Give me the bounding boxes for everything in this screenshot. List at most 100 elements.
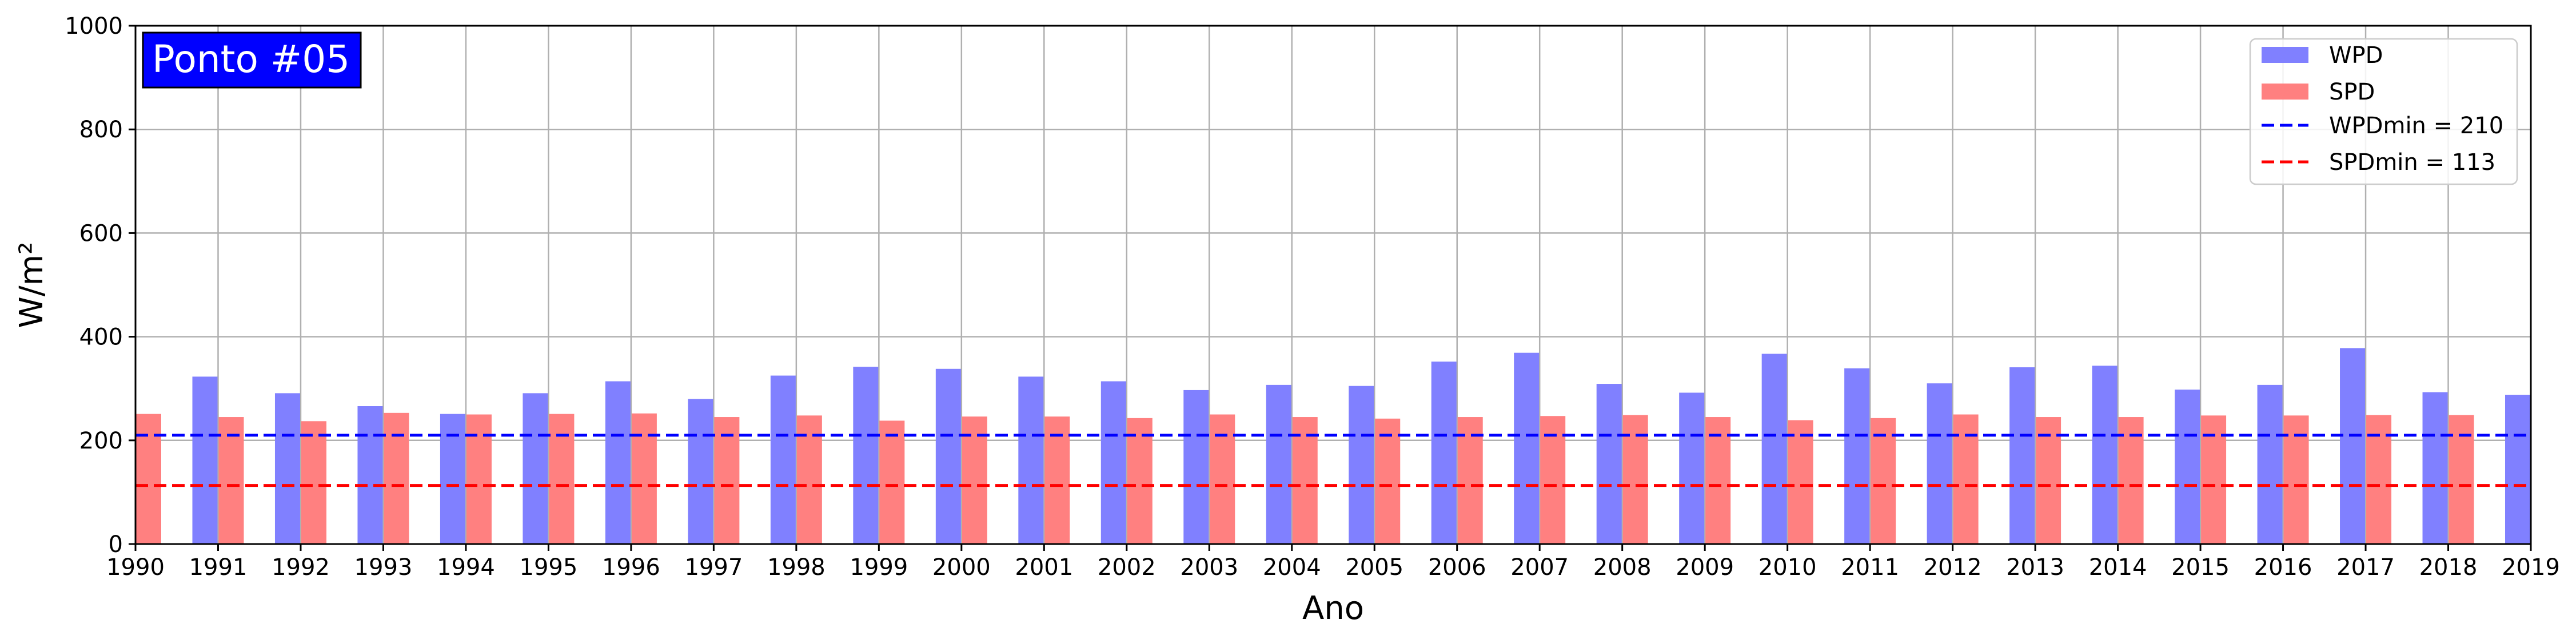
x-tick-label: 1995 (520, 554, 578, 581)
y-tick-label: 400 (79, 324, 123, 351)
x-tick-label: 2018 (2419, 554, 2478, 581)
x-tick-label: 2005 (1345, 554, 1403, 581)
bar-wpd (2092, 366, 2118, 544)
x-tick-label: 1993 (354, 554, 413, 581)
bar-spd (549, 414, 575, 544)
x-tick-label: 1997 (684, 554, 743, 581)
bar-wpd (523, 393, 548, 544)
bar-wpd (2175, 390, 2200, 544)
x-tick-label: 1991 (189, 554, 248, 581)
bar-wpd (1431, 362, 1457, 544)
y-axis-title: W/m² (13, 241, 50, 328)
x-tick-label: 2002 (1098, 554, 1156, 581)
legend-label: SPDmin = 113 (2329, 149, 2495, 176)
bar-wpd (440, 414, 465, 544)
y-tick-label: 0 (109, 531, 123, 558)
bar-spd (218, 417, 244, 544)
legend-label: SPD (2329, 79, 2375, 105)
x-tick-label: 2017 (2336, 554, 2395, 581)
x-tick-label: 1990 (106, 554, 165, 581)
bar-spd (796, 415, 822, 544)
x-tick-label: 2009 (1676, 554, 1734, 581)
legend-box (2249, 38, 2518, 185)
bar-wpd (770, 375, 796, 544)
bar-wpd (1596, 384, 1622, 544)
plot-frame (134, 25, 2532, 545)
bar-wpd (1927, 383, 1952, 544)
bar-spd (1705, 417, 1731, 544)
x-tick-label: 2012 (1924, 554, 1982, 581)
bar-wpd (2009, 367, 2035, 544)
bar-wpd (1100, 381, 1126, 544)
bar-wpd (2505, 395, 2530, 544)
bar-spd (1044, 416, 1070, 544)
bar-wpd (192, 376, 218, 544)
x-tick-label: 2001 (1015, 554, 1073, 581)
y-tick-label: 800 (79, 117, 123, 143)
bar-spd (301, 421, 326, 544)
bar-wpd (274, 393, 300, 544)
bar-wpd (688, 399, 713, 544)
y-tick-label: 200 (79, 428, 123, 454)
bar-wpd (1018, 376, 1044, 544)
bar-wpd (2422, 392, 2448, 544)
x-tick-label: 2007 (1510, 554, 1569, 581)
legend-label: WPDmin = 210 (2329, 113, 2503, 139)
legend-label: WPD (2329, 42, 2383, 69)
bar-spd (136, 414, 161, 544)
bar-spd (2118, 417, 2144, 544)
x-tick-label: 1996 (602, 554, 660, 581)
bar-spd (1127, 418, 1153, 544)
bar-wpd (1266, 384, 1291, 544)
x-tick-label: 2006 (1428, 554, 1486, 581)
bar-spd (1871, 418, 1896, 544)
bar-wpd (2257, 384, 2283, 544)
x-axis-title: Ano (1302, 590, 1364, 627)
axis-ticks: 1990 1991 1992 1993 1994 1995 1996 1997 1998 1999… (65, 13, 2560, 581)
x-tick-label: 2003 (1180, 554, 1238, 581)
x-tick-label: 2008 (1593, 554, 1652, 581)
x-tick-label: 2016 (2254, 554, 2312, 581)
bar-spd (1457, 417, 1483, 544)
bar-spd (879, 420, 905, 544)
legend-swatch (2262, 47, 2308, 63)
bar-wpd (1349, 386, 1374, 544)
bar-wpd (853, 367, 879, 544)
reference-lines (135, 434, 2531, 487)
x-tick-label: 1994 (437, 554, 495, 581)
bar-wpd (1514, 352, 1540, 544)
bar-spd (2036, 417, 2061, 544)
bar-wpd (935, 368, 961, 544)
x-tick-label: 2013 (2006, 554, 2064, 581)
bar-spd (2283, 415, 2309, 544)
bar-spd (2201, 415, 2227, 544)
bar-spd (1540, 416, 1566, 544)
bar-spd (1788, 420, 1813, 544)
y-tick-label: 600 (79, 220, 123, 247)
legend: WPD SPD WPDmin = 210 SPDmin = 113 (2249, 38, 2518, 185)
bar-spd (631, 413, 657, 544)
title-badge: Ponto #05 (142, 31, 362, 89)
bar-spd (962, 416, 987, 544)
bar-wpd (1844, 368, 1870, 544)
bar-wpd (2340, 348, 2366, 544)
bar-wpd (357, 406, 383, 544)
bar-spd (714, 417, 740, 544)
bar-spd (1292, 417, 1318, 544)
x-tick-label: 2019 (2502, 554, 2560, 581)
x-tick-label: 2015 (2171, 554, 2230, 581)
bar-wpd (1679, 392, 1705, 544)
title-badge-background (142, 31, 362, 89)
x-tick-label: 2000 (932, 554, 991, 581)
legend-swatch (2262, 84, 2308, 100)
x-tick-label: 2014 (2089, 554, 2147, 581)
y-tick-label: 1000 (65, 13, 123, 39)
x-tick-label: 1998 (767, 554, 826, 581)
bar-spd (1375, 418, 1401, 544)
x-tick-label: 2011 (1841, 554, 1899, 581)
bar-spd (384, 412, 409, 544)
bar-wpd (1183, 390, 1209, 544)
